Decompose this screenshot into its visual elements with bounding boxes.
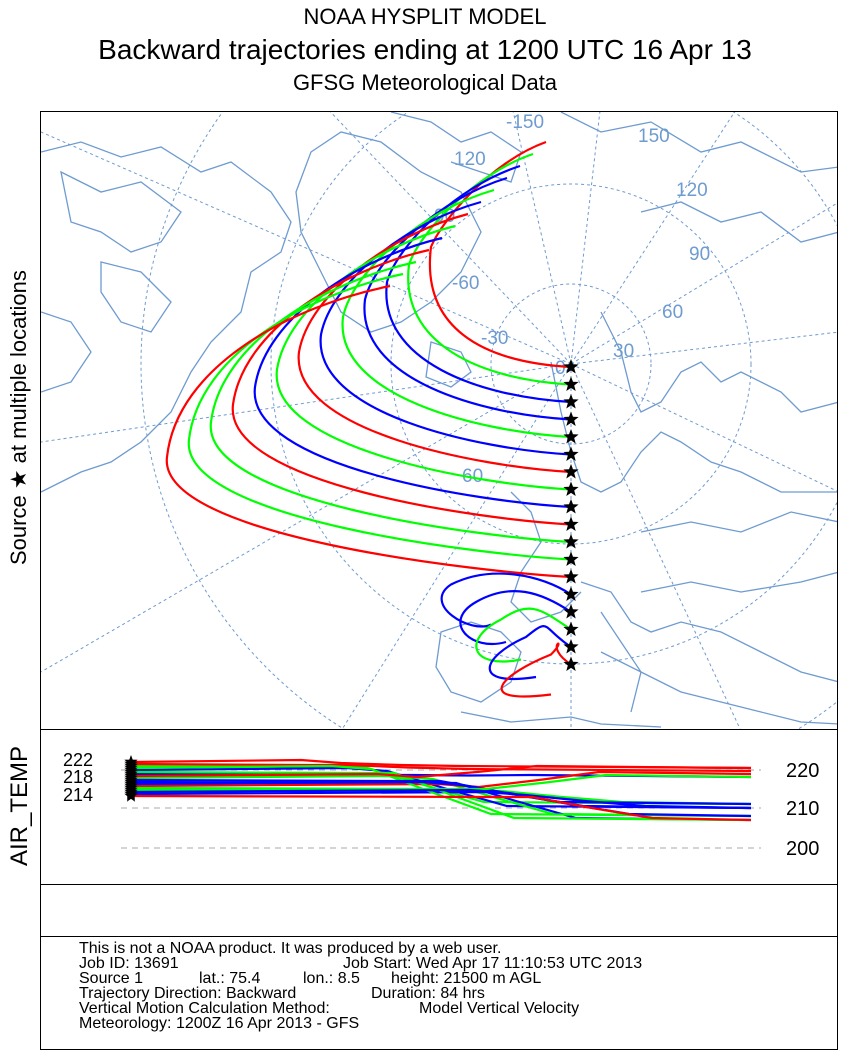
trajectory-red <box>297 212 572 474</box>
source-star <box>563 551 579 566</box>
air-temp-line-red <box>130 758 752 770</box>
trajectory-blue <box>319 200 572 456</box>
source-star <box>563 394 579 409</box>
source-star <box>563 586 579 601</box>
trajectory-green <box>275 224 572 491</box>
source-star <box>563 376 579 391</box>
source-height: height: 21500 m AGL <box>391 970 542 987</box>
source-star <box>563 446 579 461</box>
air-temp-line-blue <box>130 790 752 810</box>
source-star <box>563 429 579 444</box>
grid-label: 0 <box>555 358 566 379</box>
trajectory-direction: Trajectory Direction: Backward <box>79 985 297 1002</box>
grid-label: -30 <box>481 328 508 349</box>
coastlines <box>41 112 837 728</box>
source-star <box>563 516 579 531</box>
left-tick-214: 214 <box>63 785 93 805</box>
blank-panel <box>40 884 838 937</box>
right-tick-200: 200 <box>786 838 819 860</box>
source-star <box>563 481 579 496</box>
grid-label: 120 <box>676 180 708 201</box>
source-star <box>563 604 579 619</box>
air-temp-line-red <box>130 764 752 779</box>
trajectory-title: Backward trajectories ending at 1200 UTC… <box>98 34 752 65</box>
met-data-title: GFSG Meteorological Data <box>292 70 558 95</box>
air-temp-line-red <box>130 794 752 822</box>
source-axis-label: Source ★ at multiple locations <box>6 270 31 565</box>
grid-label: -60 <box>452 273 479 294</box>
trajectory-map: -150 120 90 -60 -30 0 150 120 90 60 30 60 <box>40 111 838 730</box>
grid-label: 30 <box>613 341 634 362</box>
vertical-method-label: Vertical Motion Calculation Method: <box>79 1000 330 1017</box>
trajectory-green <box>209 260 572 544</box>
trajectory-green <box>475 607 572 663</box>
source-star <box>563 411 579 426</box>
lat-lon-grid <box>41 112 837 729</box>
left-tick-218: 218 <box>63 767 93 787</box>
grid-label: 90 <box>689 244 710 265</box>
grid-label: 60 <box>462 466 483 487</box>
disclaimer: This is not a NOAA product. It was produ… <box>79 940 502 957</box>
source-lon: lon.: 8.5 <box>303 970 360 987</box>
air-temp-series <box>130 758 752 822</box>
source-star <box>563 656 579 671</box>
grid-label: 120 <box>454 149 486 170</box>
source-star <box>563 639 579 654</box>
left-tick-222: 222 <box>63 750 93 770</box>
air-temp-start-stars <box>124 755 138 802</box>
job-id: Job ID: 13691 <box>79 955 179 972</box>
air-temp-star <box>124 789 138 802</box>
trajectory-green <box>187 272 572 561</box>
trajectory-red <box>231 248 572 526</box>
source-star <box>563 464 579 479</box>
source-star <box>563 499 579 514</box>
source-id: Source 1 <box>79 970 144 987</box>
job-start: Job Start: Wed Apr 17 11:10:53 UTC 2013 <box>343 955 643 972</box>
air-temp-line-green <box>130 773 752 791</box>
trajectory-blue <box>253 236 572 509</box>
air-temp-line-red <box>130 770 752 789</box>
job-info-panel: This is not a NOAA product. It was produ… <box>40 936 838 1050</box>
air-temp-axis-label: AIR_TEMP <box>6 745 33 866</box>
right-tick-210: 210 <box>786 798 819 820</box>
right-tick-220: 220 <box>786 760 819 782</box>
trajectory-blue <box>488 625 572 681</box>
trajectory-blue <box>440 572 572 628</box>
source-star <box>563 621 579 636</box>
source-stars <box>563 359 579 671</box>
source-star <box>563 534 579 549</box>
trajectory-blue <box>363 176 572 421</box>
grid-label: -150 <box>506 112 544 133</box>
trajectories <box>165 140 572 698</box>
air-temp-panel: 222 218 214 220 210 200 <box>40 729 838 885</box>
grid-label: 150 <box>638 126 670 147</box>
source-lat: lat.: 75.4 <box>199 970 261 987</box>
air-temp-line-green <box>130 770 752 822</box>
trajectory-red <box>165 284 572 579</box>
source-star <box>563 569 579 584</box>
air-temp-canvas: 222 218 214 220 210 200 <box>63 750 819 860</box>
trajectory-red <box>500 642 572 698</box>
air-temp-line-blue <box>130 780 752 810</box>
grid-label: 60 <box>662 302 683 323</box>
source-star <box>563 359 579 374</box>
model-title: NOAA HYSPLIT MODEL <box>303 4 547 29</box>
duration: Duration: 84 hrs <box>371 985 485 1002</box>
meteorology: Meteorology: 1200Z 16 Apr 2013 - GFS <box>79 1015 360 1032</box>
vertical-method-value: Model Vertical Velocity <box>419 1000 580 1017</box>
air-temp-line-red <box>130 762 752 773</box>
trajectory-green <box>341 188 572 439</box>
